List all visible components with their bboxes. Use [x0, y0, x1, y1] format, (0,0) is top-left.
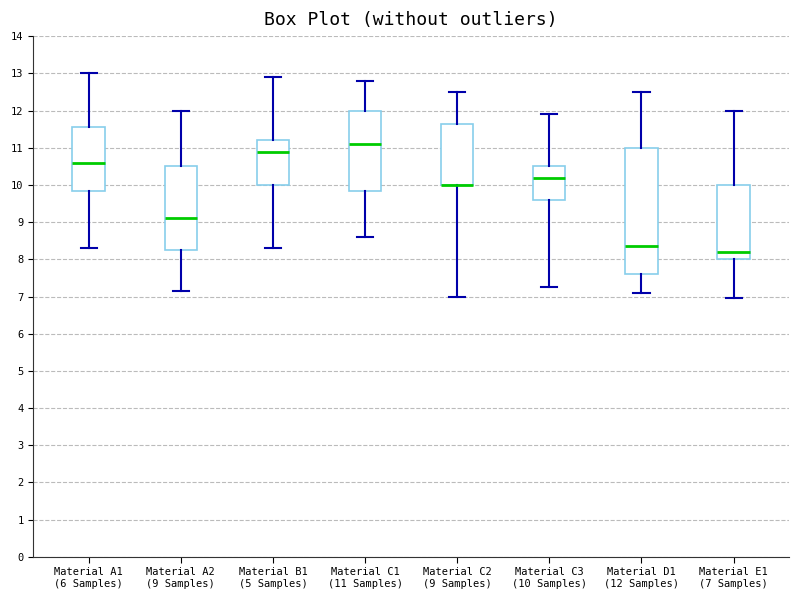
PathPatch shape [349, 110, 381, 191]
Title: Box Plot (without outliers): Box Plot (without outliers) [264, 11, 558, 29]
PathPatch shape [257, 140, 289, 185]
PathPatch shape [626, 148, 658, 274]
PathPatch shape [533, 166, 566, 200]
PathPatch shape [165, 166, 197, 250]
PathPatch shape [718, 185, 750, 259]
PathPatch shape [73, 127, 105, 191]
PathPatch shape [441, 124, 474, 185]
